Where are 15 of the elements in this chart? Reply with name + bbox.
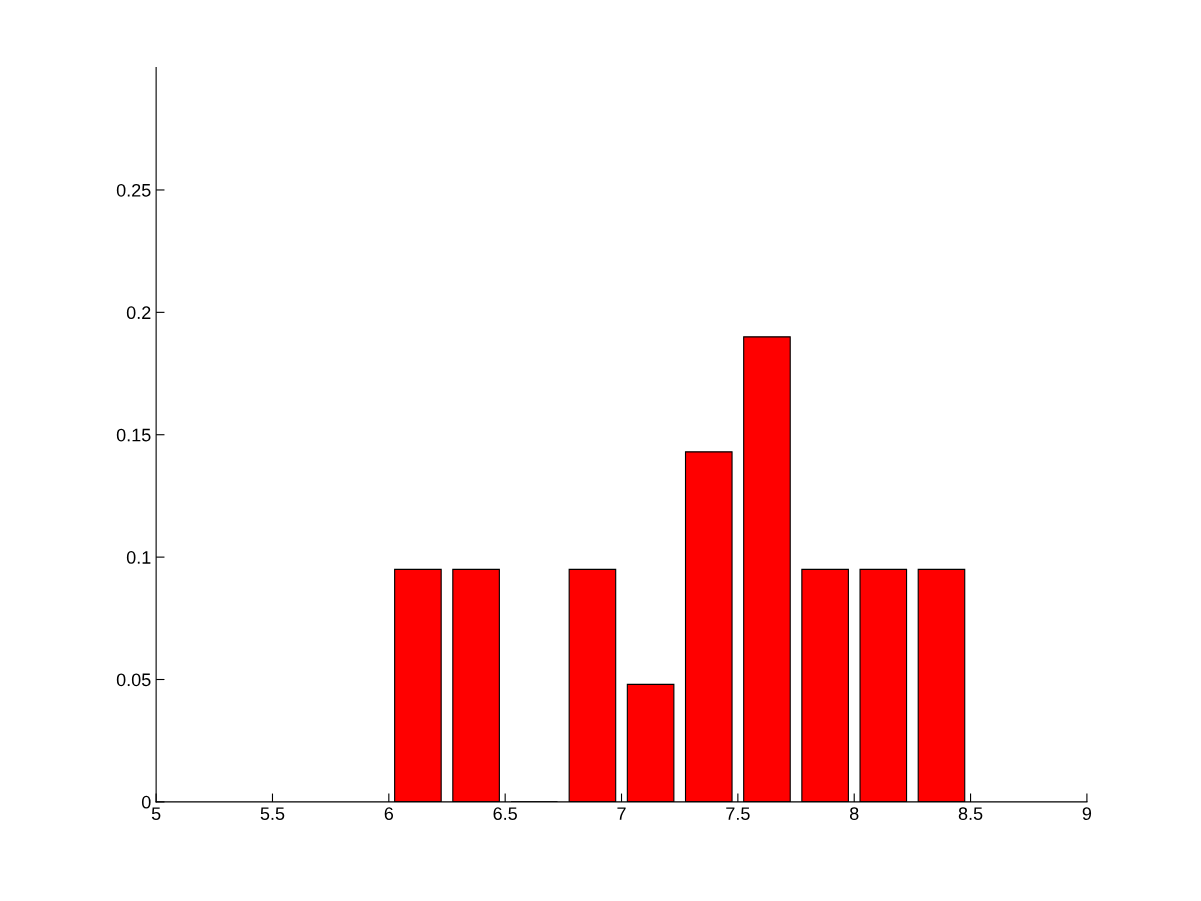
x-tick-label: 7.5 <box>726 807 750 821</box>
x-tick-label: 9 <box>1082 807 1092 821</box>
y-tick-label: 0.2 <box>126 306 151 320</box>
y-tick-label: 0.05 <box>116 673 151 687</box>
x-tick-label: 8.5 <box>958 807 983 821</box>
x-tick-label: 5 <box>151 807 161 821</box>
x-tick-label: 6 <box>384 807 394 821</box>
y-tick-label: 0.1 <box>126 551 151 564</box>
x-tick-label: 6.5 <box>493 807 517 821</box>
x-tick-label: 7 <box>617 807 626 820</box>
y-tick-label: 0.25 <box>116 183 151 197</box>
x-tick-label: 5.5 <box>260 807 285 821</box>
y-tick-label: 0 <box>141 795 151 809</box>
x-tick-label: 8 <box>849 807 859 821</box>
y-tick-label: 0.15 <box>116 428 151 442</box>
